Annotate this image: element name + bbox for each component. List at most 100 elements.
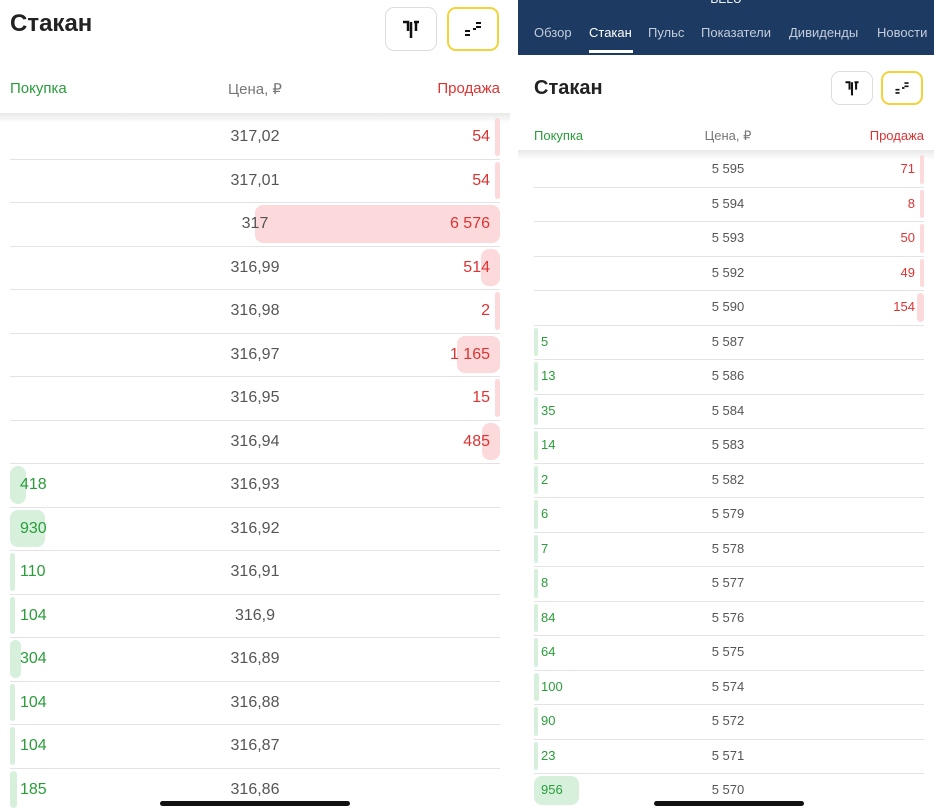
nav-tab[interactable]: Обзор bbox=[534, 25, 572, 40]
sell-depth-bar bbox=[495, 292, 500, 330]
price: 316,91 bbox=[230, 563, 280, 580]
row-separator bbox=[534, 186, 924, 188]
buy-depth-bar bbox=[534, 431, 538, 460]
sell-depth-bar bbox=[481, 422, 500, 460]
sell-volume: 1 165 bbox=[449, 345, 490, 363]
buy-volume: 104 bbox=[20, 737, 47, 754]
depth-view-button[interactable] bbox=[881, 71, 923, 105]
header-price: Цена, ₽ bbox=[228, 81, 282, 98]
depth-view-button[interactable] bbox=[447, 7, 499, 51]
buy-volume: 84 bbox=[541, 609, 556, 625]
buy-depth-bar bbox=[534, 465, 538, 494]
sell-volume: 485 bbox=[463, 432, 490, 450]
row-separator bbox=[534, 669, 924, 671]
price: 5 587 bbox=[711, 333, 745, 349]
buy-volume: 2 bbox=[541, 471, 549, 487]
price: 5 579 bbox=[711, 506, 745, 521]
price: 316,9 bbox=[234, 606, 276, 624]
buy-depth-bar bbox=[534, 569, 538, 598]
buy-volume: 64 bbox=[541, 644, 556, 659]
sell-depth-bar bbox=[480, 248, 500, 286]
buy-volume: 5 bbox=[541, 333, 549, 349]
buy-volume: 104 bbox=[20, 693, 47, 711]
row-separator bbox=[10, 593, 500, 595]
price: 316,94 bbox=[230, 432, 280, 450]
price: 316,87 bbox=[230, 737, 280, 754]
title: Стакан bbox=[534, 77, 603, 99]
nav-tab[interactable]: Пульс bbox=[648, 25, 685, 40]
buy-depth-bar bbox=[534, 362, 538, 391]
sell-depth-bar bbox=[495, 161, 500, 199]
row-separator bbox=[10, 202, 500, 203]
buy-depth-bar bbox=[534, 707, 539, 736]
price: 5 584 bbox=[711, 402, 745, 418]
header-shadow bbox=[518, 150, 934, 160]
buy-volume: 35 bbox=[541, 402, 556, 418]
price: 5 583 bbox=[711, 437, 745, 452]
sell-volume: 514 bbox=[463, 258, 490, 276]
row-separator bbox=[534, 704, 924, 705]
buy-volume: 930 bbox=[20, 519, 47, 537]
buy-depth-bar bbox=[10, 727, 15, 765]
price: 5 571 bbox=[711, 747, 745, 763]
price: 316,97 bbox=[230, 345, 280, 363]
price: 316,89 bbox=[230, 650, 280, 667]
row-separator bbox=[534, 635, 924, 636]
row-separator bbox=[10, 419, 500, 421]
price: 5 577 bbox=[711, 575, 745, 590]
row-separator bbox=[10, 680, 500, 682]
sell-volume: 71 bbox=[900, 161, 915, 176]
header-price: Цена, ₽ bbox=[704, 128, 752, 143]
row-separator bbox=[10, 376, 500, 377]
price: 317,02 bbox=[230, 128, 280, 145]
row-separator bbox=[534, 324, 924, 326]
buy-depth-bar bbox=[10, 509, 45, 547]
nav-tab[interactable]: Дивиденды bbox=[789, 25, 859, 40]
header-sell: Продажа bbox=[869, 128, 924, 143]
row-separator bbox=[10, 463, 500, 464]
price: 316,99 bbox=[230, 258, 280, 276]
ladder-view-button[interactable] bbox=[385, 7, 437, 51]
row-separator bbox=[534, 255, 924, 257]
sell-depth-bar bbox=[920, 224, 924, 253]
nav-tab[interactable]: Новости bbox=[877, 25, 928, 40]
nav-tab[interactable]: Стакан bbox=[589, 25, 632, 40]
sell-depth-bar bbox=[456, 335, 500, 373]
buy-volume: 956 bbox=[541, 782, 563, 797]
price: 316,92 bbox=[230, 519, 280, 537]
nav-bar bbox=[518, 0, 934, 55]
sell-volume: 49 bbox=[900, 264, 915, 280]
row-separator bbox=[10, 506, 500, 508]
sell-volume: 154 bbox=[893, 299, 915, 314]
home-indicator bbox=[160, 801, 350, 806]
row-separator bbox=[534, 773, 924, 774]
buy-depth-bar bbox=[534, 534, 538, 563]
price: 316,88 bbox=[230, 693, 280, 711]
sell-volume: 54 bbox=[472, 128, 490, 145]
row-separator bbox=[10, 767, 500, 769]
row-separator bbox=[534, 359, 924, 360]
buy-depth-bar bbox=[10, 640, 22, 678]
row-separator bbox=[10, 332, 500, 334]
buy-volume: 6 bbox=[541, 506, 549, 521]
nav-tab[interactable]: Показатели bbox=[701, 25, 771, 40]
row-separator bbox=[534, 497, 924, 498]
order-book-panel: Стакан Покупка Цена, ₽ Продажа 54 317,02 54 317… bbox=[0, 7, 510, 808]
ladder-view-button[interactable] bbox=[831, 71, 873, 105]
price: 317 bbox=[241, 215, 269, 232]
header-sell: Продажа bbox=[437, 80, 500, 97]
row-separator bbox=[10, 245, 500, 247]
sell-depth-bar bbox=[495, 118, 500, 156]
sell-volume: 15 bbox=[472, 389, 490, 406]
home-indicator bbox=[654, 801, 804, 806]
price: 317,01 bbox=[230, 171, 280, 189]
active-tab-underline bbox=[589, 50, 633, 53]
sell-depth-bar bbox=[255, 205, 500, 243]
row-separator bbox=[534, 428, 924, 429]
price: 316,86 bbox=[230, 780, 280, 798]
icon bbox=[845, 81, 859, 96]
buy-volume: 100 bbox=[541, 678, 563, 694]
icon bbox=[465, 22, 481, 36]
buy-volume: 304 bbox=[20, 650, 47, 667]
header-shadow bbox=[0, 113, 510, 123]
